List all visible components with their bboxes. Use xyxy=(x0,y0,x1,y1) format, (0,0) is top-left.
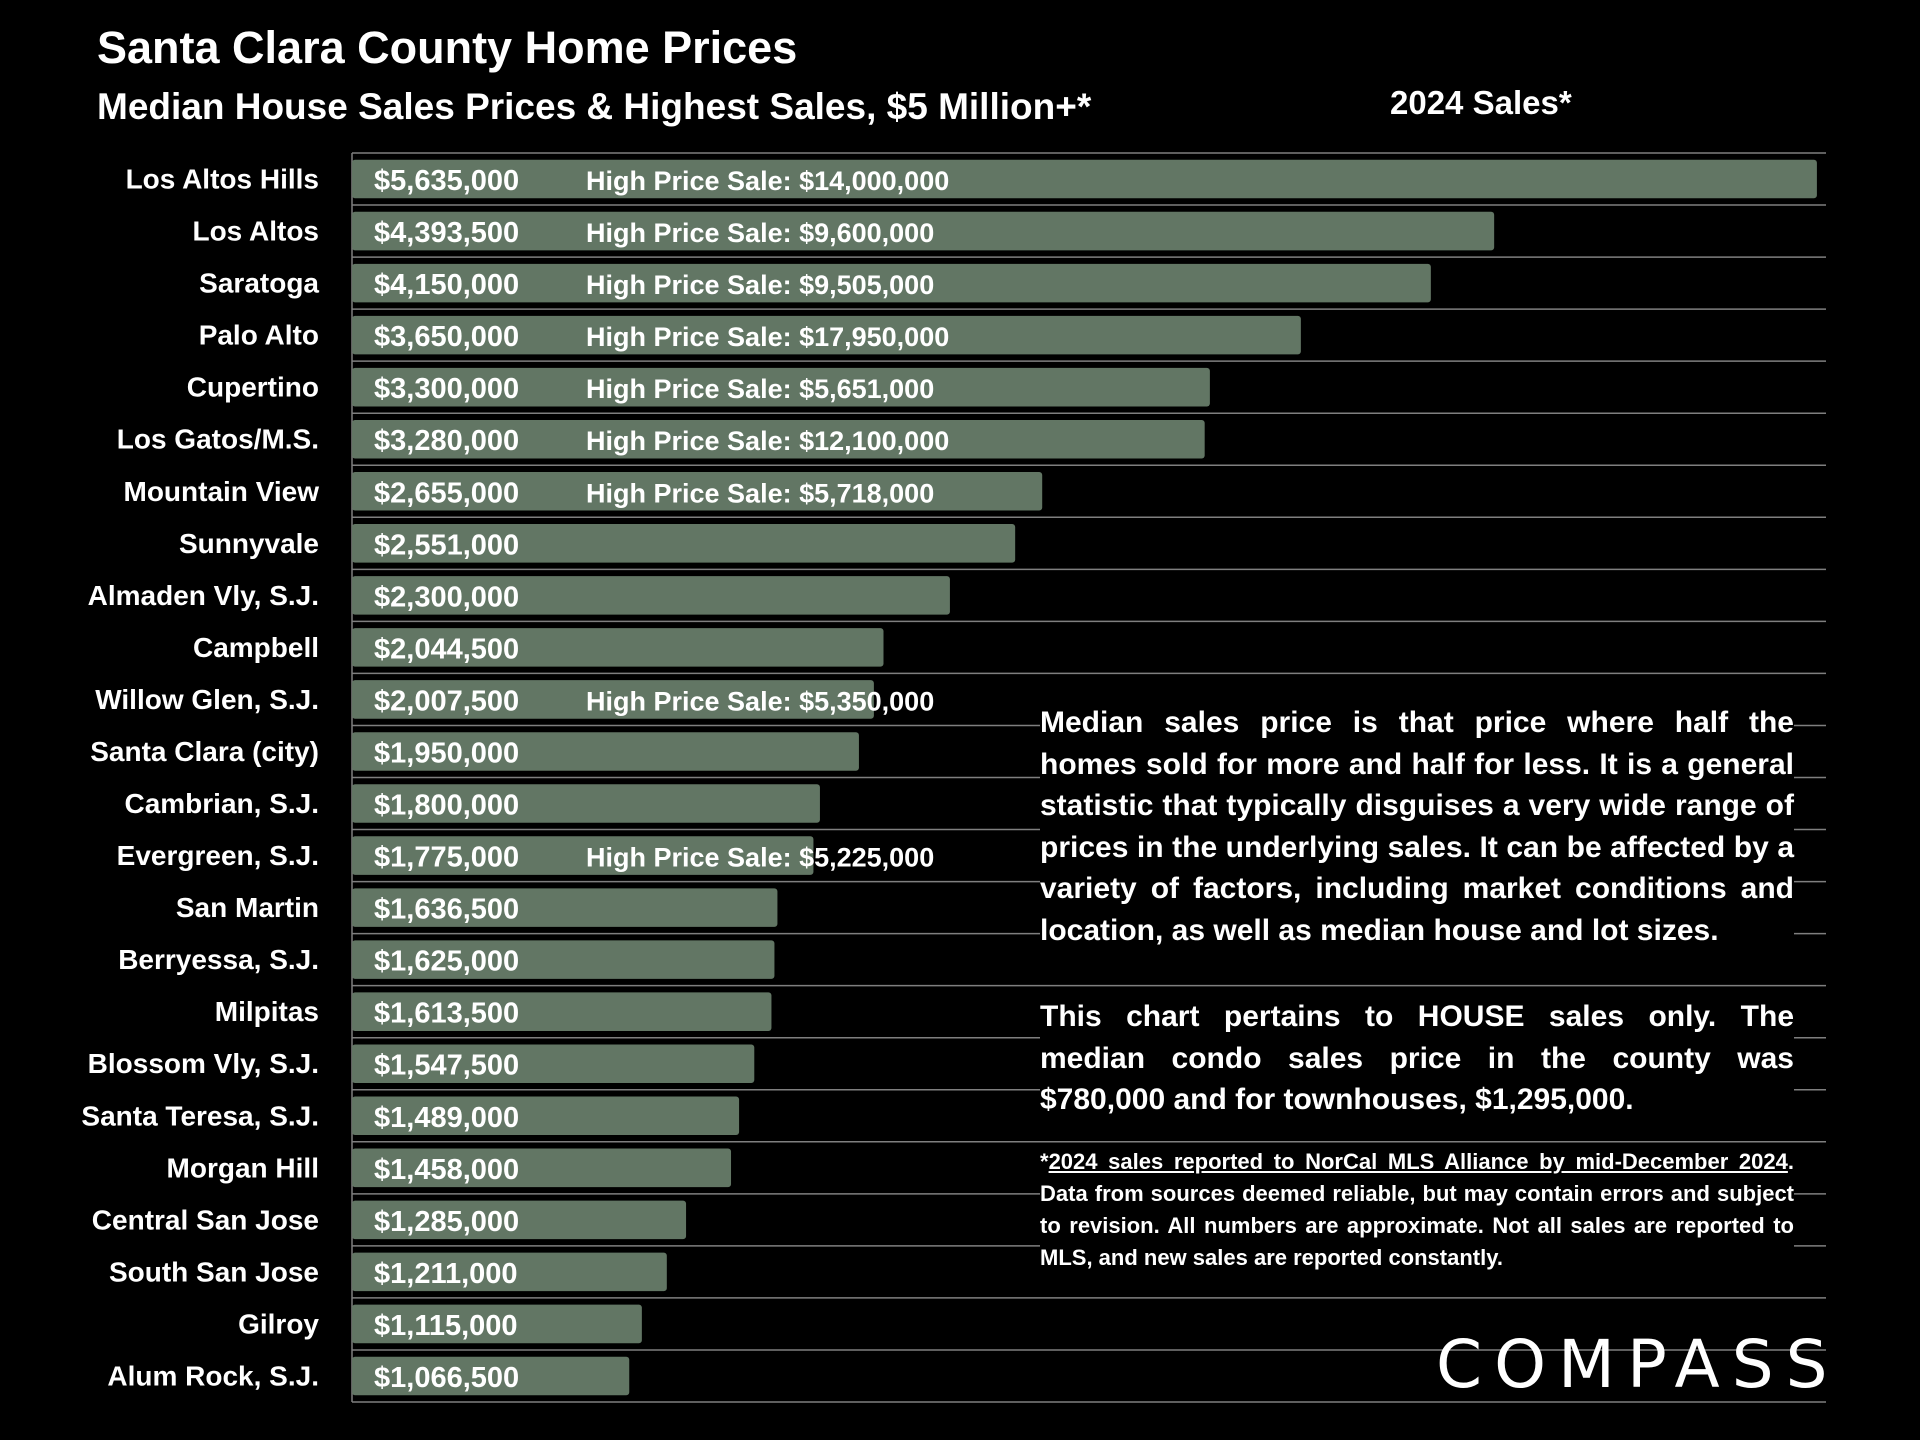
value-label: $3,300,000 xyxy=(374,373,519,405)
category-label: Cambrian, S.J. xyxy=(124,788,319,819)
category-label: Central San Jose xyxy=(92,1204,319,1235)
bar xyxy=(352,784,820,823)
bar xyxy=(352,263,1431,303)
high-sale-label: High Price Sale: $5,350,000 xyxy=(586,686,934,716)
category-label: Morgan Hill xyxy=(167,1152,319,1183)
high-sale-label: High Price Sale: $17,950,000 xyxy=(586,322,949,352)
category-label: Milpitas xyxy=(215,996,319,1027)
category-label: Los Altos xyxy=(192,216,319,247)
value-label: $3,650,000 xyxy=(374,321,519,353)
bar xyxy=(352,732,859,771)
category-label: Los Gatos/M.S. xyxy=(117,424,319,455)
bar xyxy=(352,836,814,875)
category-label: San Martin xyxy=(176,892,319,923)
footnote-star: * xyxy=(1040,1149,1049,1174)
footnote-source: 2024 sales reported to NorCal MLS Allian… xyxy=(1048,1149,1788,1174)
high-sale-label: High Price Sale: $5,225,000 xyxy=(586,843,934,873)
category-label: Cupertino xyxy=(187,372,319,403)
category-label: Berryessa, S.J. xyxy=(118,944,319,975)
bar xyxy=(352,992,772,1031)
bar xyxy=(352,576,950,615)
high-sale-label: High Price Sale: $9,505,000 xyxy=(586,270,934,300)
bar xyxy=(352,1252,667,1292)
bar xyxy=(352,211,1495,251)
high-sale-label: High Price Sale: $9,600,000 xyxy=(586,218,934,248)
category-label: Los Altos Hills xyxy=(126,164,319,195)
chart-title: Santa Clara County Home Prices xyxy=(97,22,798,73)
category-label: Willow Glen, S.J. xyxy=(95,684,319,715)
value-label: $1,775,000 xyxy=(374,842,519,874)
value-label: $5,635,000 xyxy=(374,165,519,197)
value-label: $1,625,000 xyxy=(374,946,519,978)
category-label: Santa Teresa, S.J. xyxy=(81,1100,319,1131)
category-label: Alum Rock, S.J. xyxy=(107,1360,319,1391)
value-label: $1,800,000 xyxy=(374,790,519,822)
bar xyxy=(352,367,1210,407)
category-label: Almaden Vly, S.J. xyxy=(88,580,319,611)
footnote-disclaimer: . Data from sources deemed reliable, but… xyxy=(1040,1149,1794,1270)
category-label: Blossom Vly, S.J. xyxy=(88,1048,319,1079)
bar xyxy=(352,680,874,719)
high-sale-label: High Price Sale: $5,718,000 xyxy=(586,478,934,508)
value-label: $2,044,500 xyxy=(374,633,519,665)
value-label: $1,115,000 xyxy=(374,1310,518,1342)
value-label: $1,489,000 xyxy=(374,1102,519,1134)
bar xyxy=(352,1200,687,1240)
bar xyxy=(352,940,775,979)
value-label: $1,547,500 xyxy=(374,1050,519,1082)
value-label: $4,150,000 xyxy=(374,269,519,301)
bar xyxy=(352,419,1205,459)
value-label: $2,655,000 xyxy=(374,477,519,509)
house-only-note: This chart pertains to HOUSE sales only.… xyxy=(1040,996,1794,1121)
category-label: Gilroy xyxy=(238,1308,319,1339)
period-label: 2024 Sales* xyxy=(1390,84,1572,121)
median-explanation: Median sales price is that price where h… xyxy=(1040,702,1794,951)
bar xyxy=(352,628,884,667)
category-label: Mountain View xyxy=(124,476,320,507)
compass-logo: COMPASS xyxy=(1436,1326,1840,1403)
category-label: Palo Alto xyxy=(199,320,319,351)
value-label: $2,007,500 xyxy=(374,685,519,717)
bar xyxy=(352,1304,642,1344)
value-label: $1,211,000 xyxy=(374,1258,518,1290)
value-label: $1,458,000 xyxy=(374,1154,519,1186)
bar xyxy=(352,315,1301,355)
value-label: $4,393,500 xyxy=(374,217,519,249)
bar xyxy=(352,1148,732,1188)
high-sale-label: High Price Sale: $5,651,000 xyxy=(586,374,934,404)
category-label: Sunnyvale xyxy=(179,528,319,559)
category-label: Evergreen, S.J. xyxy=(117,840,319,871)
chart-subtitle: Median House Sales Prices & Highest Sale… xyxy=(97,86,1092,127)
value-label: $1,950,000 xyxy=(374,737,519,769)
bar xyxy=(352,1356,630,1396)
value-label: $2,300,000 xyxy=(374,581,519,613)
high-sale-label: High Price Sale: $14,000,000 xyxy=(586,166,949,196)
bar xyxy=(352,1096,740,1136)
bar xyxy=(352,524,1016,563)
value-label: $1,636,500 xyxy=(374,894,519,926)
bar xyxy=(352,472,1043,511)
category-label: South San Jose xyxy=(109,1256,319,1287)
category-label: Saratoga xyxy=(199,268,319,299)
bar xyxy=(352,159,1817,199)
category-label: Santa Clara (city) xyxy=(90,736,319,767)
bar xyxy=(352,1044,755,1083)
value-label: $1,285,000 xyxy=(374,1206,519,1238)
value-label: $3,280,000 xyxy=(374,425,519,457)
value-label: $1,066,500 xyxy=(374,1362,519,1394)
high-sale-label: High Price Sale: $12,100,000 xyxy=(586,426,949,456)
value-label: $1,613,500 xyxy=(374,998,519,1030)
bar xyxy=(352,888,778,927)
value-label: $2,551,000 xyxy=(374,529,519,561)
category-label: Campbell xyxy=(193,632,319,663)
source-footnote: *2024 sales reported to NorCal MLS Allia… xyxy=(1040,1146,1794,1274)
